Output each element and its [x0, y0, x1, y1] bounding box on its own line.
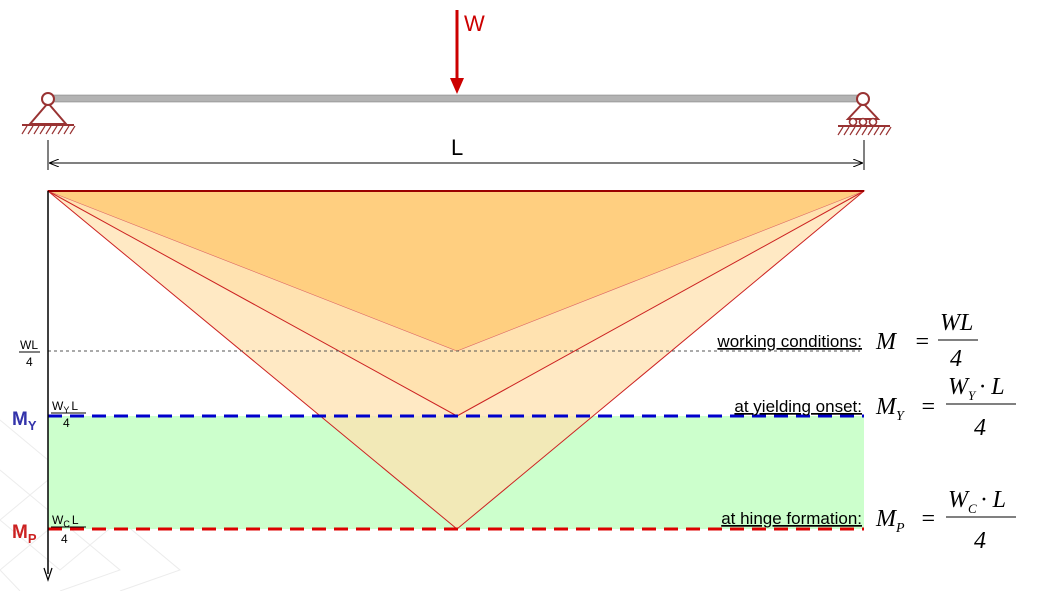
- pin-support-left: [21, 92, 76, 135]
- yield-moment-lhs: MY: [875, 394, 906, 424]
- working-moment-eq: =: [914, 329, 930, 355]
- yield-moment-denominator: 4: [974, 415, 986, 441]
- mp-fraction-numerator: WC L: [52, 513, 79, 529]
- my-axis-label: MY: [12, 409, 37, 433]
- moment-axis-arrowhead: [43, 567, 53, 582]
- wl-fraction-numerator: WL: [20, 338, 38, 352]
- plastic-moment-numerator: WC · L: [948, 487, 1006, 516]
- mp-fraction-denominator: 4: [61, 532, 68, 546]
- load-label: W: [464, 11, 485, 36]
- hinge-formation-label: at hinge formation:: [721, 509, 862, 528]
- yield-moment-numerator: WY · L: [948, 374, 1005, 403]
- working-moment-numerator: WL: [940, 310, 973, 336]
- working-moment-lhs: M: [875, 329, 898, 355]
- yielding-onset-label: at yielding onset:: [734, 397, 862, 416]
- mp-axis-label: MP: [12, 522, 37, 546]
- plastic-moment-denominator: 4: [974, 528, 986, 554]
- plastic-moment-eq: =: [920, 506, 936, 532]
- working-conditions-label: working conditions:: [716, 332, 862, 351]
- beam: [45, 94, 865, 103]
- plastic-moment-lhs: MP: [875, 506, 905, 536]
- my-fraction-denominator: 4: [63, 416, 70, 430]
- my-fraction-numerator: WY L: [52, 399, 78, 415]
- wl-fraction-denominator: 4: [26, 355, 33, 369]
- working-moment-denominator: 4: [950, 346, 962, 372]
- roller-support-right: [837, 92, 892, 136]
- yield-moment-eq: =: [920, 394, 936, 420]
- span-label: L: [451, 135, 463, 160]
- point-load-arrow: [450, 10, 464, 94]
